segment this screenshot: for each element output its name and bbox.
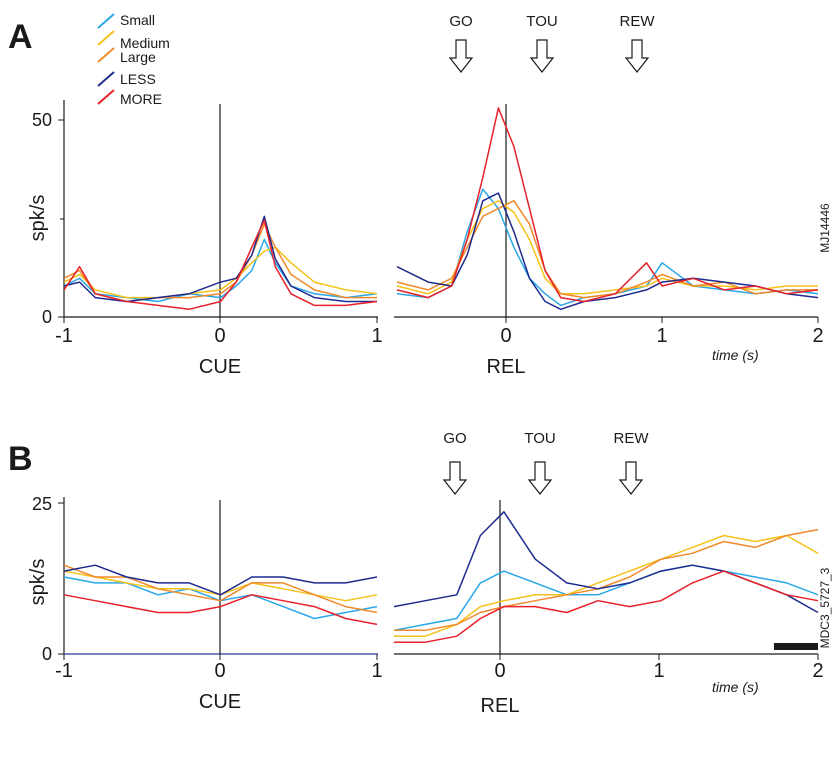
plot-a-right: [396, 107, 819, 311]
time-label-a: time (s): [712, 347, 759, 363]
trace-more: [396, 107, 819, 303]
x-tick-label-b-r3: 2: [812, 660, 823, 682]
x-tick-label-a-r1: 0: [500, 325, 511, 347]
legend-swatch-large: [97, 47, 115, 63]
legend-swatch-less: [97, 71, 115, 87]
event-label-go-b: GO: [443, 430, 466, 447]
plot-b-right: [393, 511, 819, 643]
trace-more: [394, 570, 819, 643]
legend-label-medium: Medium: [120, 35, 170, 51]
x-tick-label-a-l1: -1: [55, 325, 73, 347]
trace-small: [396, 188, 819, 307]
legend-label-less: LESS: [120, 71, 156, 87]
event-arrow-rew: [624, 39, 650, 73]
legend-swatch-medium: [97, 30, 115, 46]
legend-swatch-small: [97, 13, 115, 29]
y-tick-label-b-25: 25: [32, 494, 52, 514]
x-tick-label-a-r3: 2: [812, 325, 823, 347]
x-tick-label-b-l1: -1: [55, 660, 73, 682]
legend-label-small: Small: [120, 12, 155, 28]
y-axis-label-a: spk/s: [27, 195, 49, 242]
event-label-tou-b: TOU: [524, 430, 555, 447]
y-tick-label-a-50: 50: [32, 110, 52, 130]
record-id-a: MJ14446: [818, 203, 832, 253]
x-tick-label-b-r1: 0: [494, 660, 505, 682]
x-tick-label-a-l3: 1: [371, 325, 382, 347]
x-tick-label-b-r2: 1: [653, 660, 664, 682]
plot-b-left: [63, 564, 378, 626]
x-tick-label-b-l2: 0: [214, 660, 225, 682]
panel-b-label: B: [8, 440, 33, 478]
event-arrow-tou: [529, 39, 555, 73]
trace-medium: [396, 200, 818, 295]
trace-less: [396, 192, 819, 311]
align-label-b-rel: REL: [481, 695, 520, 717]
align-label-a-rel: REL: [487, 356, 526, 378]
legend-label-more: MORE: [120, 91, 162, 107]
trace-more: [63, 219, 378, 311]
panel-a: A Small Medium Large LESS MORE GO TOU RE…: [8, 12, 832, 378]
legend-swatch-more: [97, 89, 115, 105]
event-arrow-tou-b: [527, 461, 553, 495]
y-tick-label-a-0: 0: [42, 307, 52, 327]
trace-large: [396, 200, 818, 299]
x-tick-label-a-r2: 1: [656, 325, 667, 347]
scale-bar: [774, 643, 818, 650]
event-arrow-go-b: [442, 461, 468, 495]
trace-more: [63, 594, 378, 626]
trace-medium: [394, 534, 819, 637]
event-label-tou: TOU: [526, 13, 557, 30]
trace-less: [393, 511, 819, 614]
trace-less: [63, 564, 378, 596]
event-arrow-go: [448, 39, 474, 73]
event-label-rew-b: REW: [614, 430, 650, 447]
time-label-b: time (s): [712, 679, 759, 695]
trace-less: [63, 215, 377, 303]
panel-a-label: A: [8, 18, 33, 56]
legend-label-large: Large: [120, 49, 156, 65]
event-label-go: GO: [449, 13, 472, 30]
event-label-rew: REW: [620, 13, 656, 30]
record-id-b: MDC3_5727_3: [818, 567, 832, 648]
panel-b: B GO TOU REW spk/s 25 0 -1 0 1 0 1 2 CUE…: [8, 430, 832, 717]
event-arrow-rew-b: [618, 461, 644, 495]
x-tick-label-a-l2: 0: [214, 325, 225, 347]
trace-small: [393, 564, 819, 632]
align-label-a-cue: CUE: [199, 356, 241, 378]
x-tick-label-b-l3: 1: [371, 660, 382, 682]
plot-a-left: [63, 215, 378, 311]
legend: Small Medium Large LESS MORE: [97, 12, 170, 107]
y-axis-label-b: spk/s: [27, 559, 49, 606]
trace-large: [63, 564, 378, 614]
y-tick-label-b-0: 0: [42, 644, 52, 664]
align-label-b-cue: CUE: [199, 691, 241, 713]
trace-small: [63, 238, 378, 303]
